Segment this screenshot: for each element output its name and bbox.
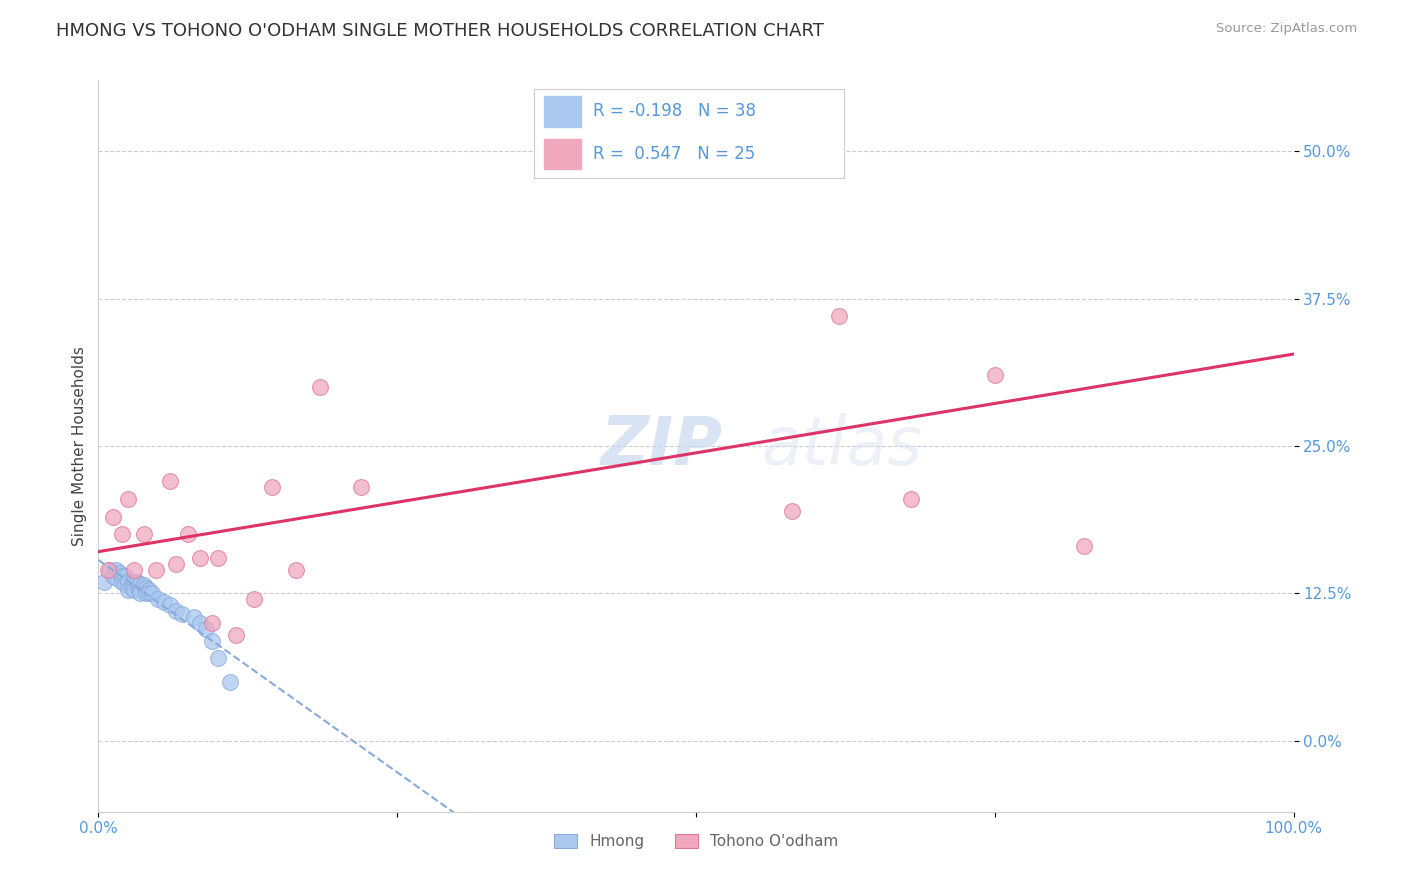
- Point: [117, 582, 139, 597]
- Point: [159, 599, 181, 613]
- FancyBboxPatch shape: [544, 96, 581, 127]
- Point: [105, 571, 128, 585]
- Point: [138, 582, 160, 597]
- Point: [135, 586, 157, 600]
- Point: [219, 675, 242, 690]
- Point: [350, 480, 373, 494]
- Point: [101, 509, 124, 524]
- Point: [195, 622, 218, 636]
- Point: [129, 577, 152, 591]
- Point: [177, 527, 200, 541]
- Point: [145, 563, 167, 577]
- Point: [1073, 539, 1095, 553]
- Point: [129, 582, 152, 597]
- Point: [111, 527, 134, 541]
- Point: [114, 568, 136, 582]
- Point: [308, 380, 330, 394]
- Legend: Hmong, Tohono O'odham: Hmong, Tohono O'odham: [548, 828, 844, 855]
- Point: [201, 633, 224, 648]
- Point: [127, 581, 149, 595]
- Point: [159, 475, 181, 489]
- Point: [207, 651, 229, 665]
- Point: [138, 586, 160, 600]
- Text: HMONG VS TOHONO O'ODHAM SINGLE MOTHER HOUSEHOLDS CORRELATION CHART: HMONG VS TOHONO O'ODHAM SINGLE MOTHER HO…: [56, 22, 824, 40]
- Point: [135, 581, 157, 595]
- Point: [124, 574, 146, 589]
- Point: [124, 582, 146, 597]
- Point: [207, 551, 229, 566]
- Point: [685, 156, 707, 170]
- Text: R =  0.547   N = 25: R = 0.547 N = 25: [593, 145, 755, 163]
- Point: [121, 574, 143, 589]
- Point: [111, 574, 134, 589]
- Point: [141, 586, 163, 600]
- Point: [93, 574, 115, 589]
- Point: [165, 557, 187, 571]
- Point: [117, 492, 139, 507]
- Point: [172, 607, 194, 621]
- Point: [243, 592, 266, 607]
- Point: [153, 595, 176, 609]
- Point: [201, 615, 224, 630]
- Text: R = -0.198   N = 38: R = -0.198 N = 38: [593, 103, 756, 120]
- Text: atlas: atlas: [762, 413, 922, 479]
- Point: [129, 586, 152, 600]
- Point: [108, 566, 131, 581]
- Point: [780, 504, 803, 518]
- Point: [114, 577, 136, 591]
- Point: [148, 592, 170, 607]
- Point: [124, 563, 146, 577]
- Point: [188, 615, 211, 630]
- Point: [132, 527, 155, 541]
- Point: [117, 574, 139, 589]
- Text: Source: ZipAtlas.com: Source: ZipAtlas.com: [1216, 22, 1357, 36]
- Point: [900, 492, 922, 507]
- Point: [183, 610, 205, 624]
- FancyBboxPatch shape: [544, 139, 581, 169]
- Text: ZIP: ZIP: [600, 413, 723, 479]
- Point: [188, 551, 211, 566]
- Point: [828, 310, 851, 324]
- Point: [165, 604, 187, 618]
- Y-axis label: Single Mother Households: Single Mother Households: [72, 346, 87, 546]
- Point: [284, 563, 307, 577]
- Point: [260, 480, 283, 494]
- Point: [98, 563, 122, 577]
- Point: [132, 578, 155, 592]
- Point: [121, 581, 143, 595]
- Point: [111, 568, 134, 582]
- Point: [225, 628, 247, 642]
- Point: [105, 563, 128, 577]
- Point: [984, 368, 1007, 383]
- Point: [101, 568, 124, 582]
- Point: [125, 574, 148, 589]
- Point: [97, 563, 120, 577]
